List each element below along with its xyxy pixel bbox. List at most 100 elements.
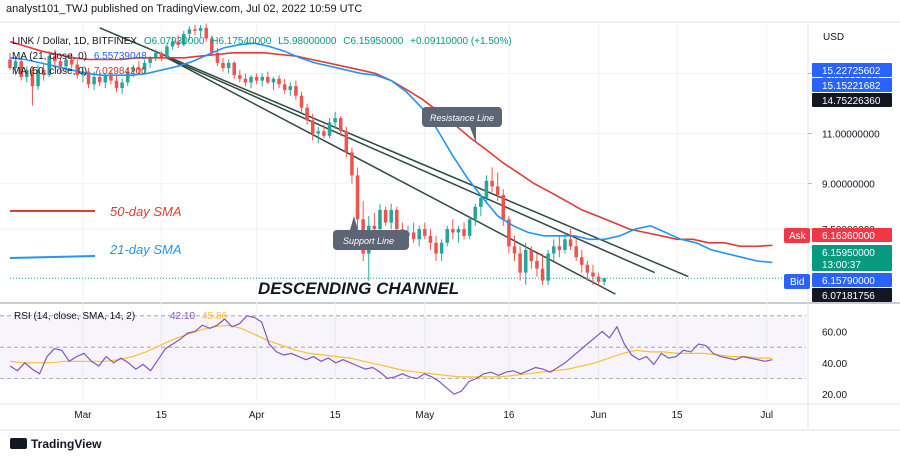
support-line-lower <box>166 57 616 295</box>
price-tag-value: 6.16360000 <box>822 231 875 242</box>
support-callout-box <box>333 230 409 250</box>
price-tag-bg <box>812 63 892 77</box>
candle-body <box>69 59 74 65</box>
candle-body <box>451 229 455 233</box>
candle-body <box>518 253 522 273</box>
candle-body <box>120 82 124 89</box>
bid-label-bg <box>784 274 810 289</box>
support-callout-pointer <box>350 216 358 230</box>
candle-body <box>36 69 40 87</box>
price-tag-bg <box>812 273 892 287</box>
rsi-legend-value: 42.10 <box>170 311 195 322</box>
price-scale-currency: USD <box>823 32 844 43</box>
candle-body <box>271 78 276 83</box>
support-line <box>166 57 655 274</box>
candle-body <box>232 62 236 76</box>
price-tag-bg <box>812 78 892 92</box>
tradingview-logo[interactable]: TradingView <box>10 437 101 451</box>
candle-body <box>131 68 136 72</box>
legend-ma50-row[interactable]: MA (50, close, 0) 7.02984200 <box>12 64 516 79</box>
candle-body <box>322 131 326 136</box>
candle-body <box>540 268 545 281</box>
channel-annotation: DESCENDING CHANNEL <box>258 279 459 298</box>
time-axis-label: 16 <box>503 410 515 421</box>
candle-body <box>310 120 315 134</box>
candle-body <box>529 249 534 262</box>
legend-symbol[interactable]: LINK / Dollar, 1D, BITFINEX <box>12 36 138 47</box>
candle-body <box>249 76 253 83</box>
chart-legend: LINK / Dollar, 1D, BITFINEX O6.07930000 … <box>12 34 516 79</box>
time-axis-label: Jul <box>760 410 773 421</box>
candle-body <box>423 229 427 236</box>
candle-body <box>462 229 466 236</box>
time-axis-label: May <box>415 410 434 421</box>
time-axis-label: 15 <box>156 410 168 421</box>
price-tag-bg <box>812 288 892 302</box>
price-tag-value: 15.22725602 <box>822 66 881 77</box>
candle-body <box>467 219 472 236</box>
sma21-annotation: 21-day SMA <box>109 242 182 257</box>
rsi-tick-label: 40.00 <box>822 359 847 370</box>
candle-body <box>8 59 12 69</box>
legend-ma50-value: 7.02984200 <box>93 66 147 77</box>
price-tag-bg <box>812 257 892 271</box>
legend-ma21-label: MA (21, close, 0) <box>12 51 88 62</box>
candle-body <box>585 264 590 273</box>
candle-body <box>221 62 225 69</box>
resistance-line <box>99 27 689 278</box>
legend-close: C6.15950000 <box>343 36 404 47</box>
time-axis-label: Apr <box>249 410 265 421</box>
rsi-tick-label: 60.00 <box>822 328 847 339</box>
price-tag-value: 14.75226360 <box>822 96 881 107</box>
candle-body <box>187 29 192 34</box>
candle-body <box>137 68 141 70</box>
candle-body <box>355 175 360 220</box>
sma21-annotation-line <box>9 255 96 259</box>
legend-low: L5.98000000 <box>278 36 337 47</box>
legend-ohlc-row: LINK / Dollar, 1D, BITFINEX O6.07930000 … <box>12 34 516 49</box>
rsi-legend-value2: 45.86 <box>202 311 227 322</box>
candle-body <box>389 209 393 223</box>
candle-body <box>551 246 556 254</box>
publish-header: analyst101_TWJ published on TradingView.… <box>6 3 363 15</box>
candle-body <box>103 75 108 83</box>
candle-body <box>557 246 562 250</box>
candle-body <box>165 46 169 58</box>
candle-body <box>305 107 309 121</box>
candle-body <box>294 86 298 96</box>
legend-high: H6.17540000 <box>211 36 272 47</box>
candle-body <box>574 246 578 258</box>
rsi-line <box>9 315 773 395</box>
candle-body <box>591 272 595 277</box>
candle-body <box>512 246 517 254</box>
legend-open: O6.07930000 <box>143 36 205 47</box>
legend-ma50-label: MA (50, close, 0) <box>12 66 88 77</box>
candle-body <box>254 76 259 81</box>
candle-body <box>417 229 421 240</box>
candle-body <box>58 61 63 67</box>
candle-body <box>97 76 102 83</box>
candle-body <box>260 76 265 81</box>
candle-body <box>596 276 601 282</box>
candle-body <box>484 180 489 198</box>
candle-body <box>243 78 248 83</box>
candle-body <box>193 29 197 31</box>
candle-body <box>170 41 175 47</box>
candle-body <box>456 229 461 233</box>
candle-body <box>473 206 478 220</box>
candle-body <box>75 64 80 76</box>
candle-body <box>277 78 281 85</box>
legend-ma21-value: 6.55739048 <box>93 51 147 62</box>
candle-body <box>41 69 46 76</box>
candle-body <box>568 239 573 247</box>
tradingview-logo-text: TradingView <box>31 437 102 451</box>
candle-body <box>266 76 270 83</box>
legend-ma21-row[interactable]: MA (21, close, 0) 6.55739048 <box>12 49 516 64</box>
price-tag-bg <box>812 93 892 107</box>
candle-body <box>602 278 606 282</box>
candle-body <box>445 229 450 243</box>
candle-body <box>378 209 382 230</box>
legend-change: +0.09110000 (+1.50%) <box>410 36 512 47</box>
support-callout-text: Support Line <box>343 236 394 246</box>
